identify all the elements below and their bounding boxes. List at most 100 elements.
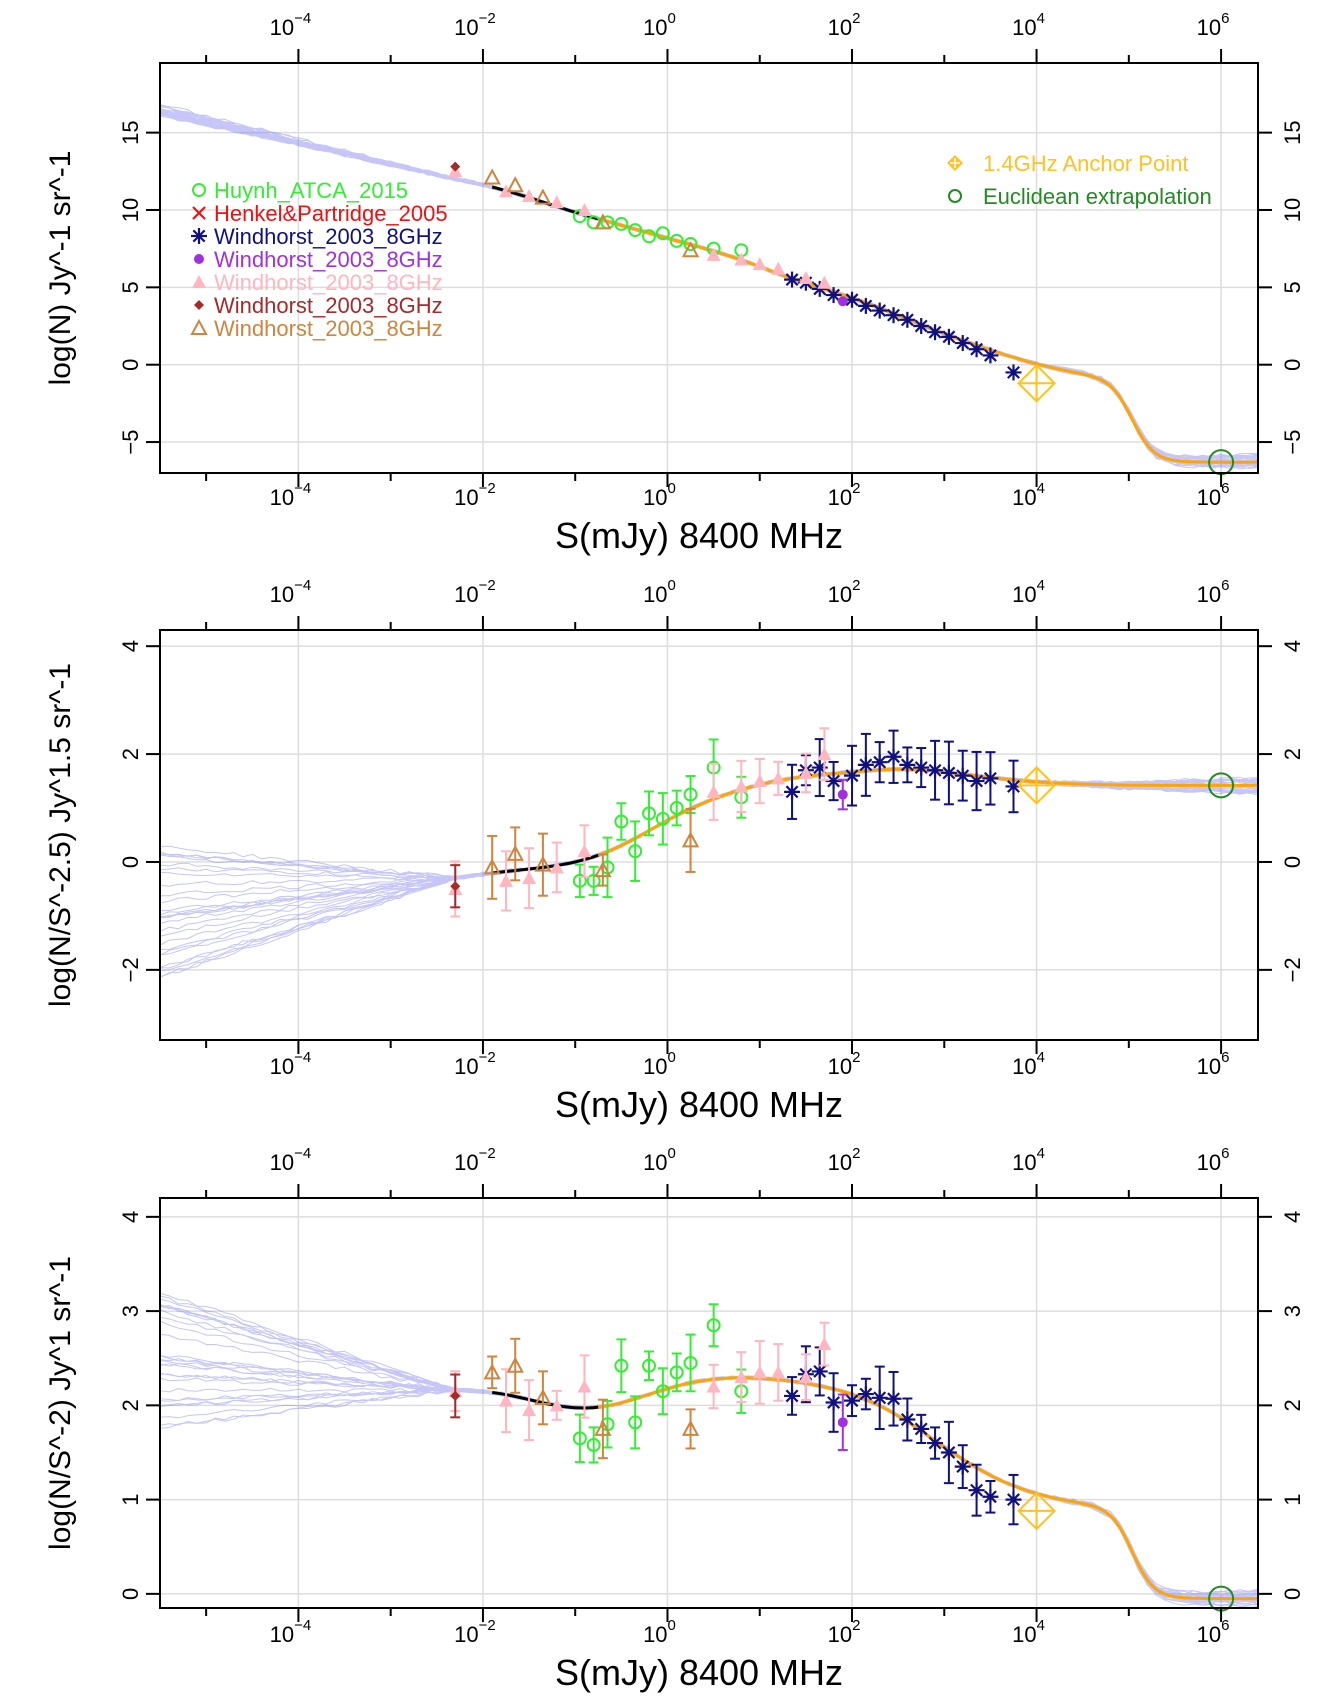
fit-band-line [160, 1375, 1258, 1600]
grid [160, 630, 1258, 1040]
data-point-stroke [859, 1387, 873, 1401]
x-tick-label-top: 100 [643, 1145, 676, 1175]
data-point [825, 1394, 842, 1411]
x-tick-exponent: −4 [294, 577, 311, 594]
data-point [594, 213, 612, 230]
x-tick-base: 10 [828, 1150, 852, 1175]
data-point [655, 811, 670, 826]
x-tick-exponent: 6 [1221, 577, 1229, 594]
data-point [572, 209, 587, 224]
x-tick-exponent: 2 [852, 1049, 860, 1066]
x-tick-label: 106 [1197, 1617, 1230, 1647]
x-tick-label-top: 104 [1012, 1145, 1045, 1175]
data-point [968, 341, 985, 358]
y-tick-label-right: 2 [1280, 748, 1305, 760]
fit-band-line [160, 1295, 1258, 1603]
data-point [549, 195, 564, 209]
data-point [784, 1387, 801, 1404]
fit-band-line [160, 1304, 1258, 1603]
legend-marker-stroke [192, 229, 206, 243]
data-point-stroke [785, 785, 799, 799]
x-tick-exponent: −2 [479, 577, 496, 594]
series-Windhorst_2003_8GHz_brown [450, 864, 461, 909]
data-point [899, 311, 916, 328]
data-point [586, 873, 601, 888]
x-tick-base: 10 [454, 1622, 478, 1647]
data-point [450, 161, 461, 172]
data-point [628, 223, 643, 238]
x-tick-label: 10−2 [454, 480, 496, 510]
data-point [483, 168, 501, 185]
data-point [1005, 364, 1022, 381]
x-tick-label-top: 104 [1012, 577, 1045, 607]
fit-band-line [160, 1292, 1258, 1597]
y-tick-label: 1 [118, 1493, 143, 1505]
data-point [798, 765, 813, 779]
x-tick-base: 10 [270, 485, 294, 510]
legend-marker [948, 189, 962, 203]
x-tick-base: 10 [828, 485, 852, 510]
y-tick-label: 2 [118, 748, 143, 760]
data-point-stroke [914, 761, 928, 775]
data-point-stroke [970, 1483, 984, 1497]
data-point [483, 1363, 501, 1380]
y-tick-label: 0 [118, 1588, 143, 1600]
data-point-stroke [983, 771, 997, 785]
x-ticks [205, 49, 1223, 487]
y-tick-label-right: 5 [1280, 281, 1305, 293]
x-tick-base: 10 [1197, 485, 1221, 510]
data-point [669, 801, 684, 816]
y-tick-label-right: 0 [1280, 359, 1305, 371]
legend-label: Euclidean extrapolation [983, 184, 1212, 209]
legend-label: Windhorst_2003_8GHz [214, 316, 443, 341]
series-Huynh_ATCA_2015 [572, 209, 749, 258]
x-tick-exponent: 2 [852, 480, 860, 497]
grid [160, 63, 1258, 473]
data-point [954, 767, 971, 784]
x-tick-label-top: 100 [643, 10, 676, 40]
data-point [940, 1444, 957, 1461]
legend-marker [191, 228, 207, 244]
data-point-stroke [928, 325, 942, 339]
legend-label: Windhorst_2003_8GHz [214, 224, 443, 249]
data-point-stroke [785, 1389, 799, 1403]
data-point [669, 1365, 684, 1380]
data-point [506, 176, 524, 193]
x-tick-exponent: −4 [294, 480, 311, 497]
data-point [899, 1411, 916, 1428]
fit-band-line [160, 1375, 1258, 1601]
series-Windhorst_2003_8GHz_tri [483, 1337, 700, 1460]
data-point [982, 770, 999, 787]
data-point [784, 783, 801, 800]
x-tick-label-top: 10−2 [454, 577, 496, 607]
data-point-stroke [1007, 1493, 1020, 1507]
x-tick-base: 10 [270, 1622, 294, 1647]
x-tick-base: 10 [643, 1054, 667, 1079]
data-point-stroke [873, 1391, 887, 1405]
plot-frame [159, 629, 1259, 1041]
fit-band-line [160, 767, 1258, 925]
fit-band-line [160, 1358, 1258, 1596]
legend-marker [192, 275, 206, 288]
data-point [683, 237, 698, 252]
x-tick-base: 10 [643, 1150, 667, 1175]
x-tick-base: 10 [270, 582, 294, 607]
x-tick-label-top: 104 [1012, 10, 1045, 40]
data-point [572, 873, 587, 888]
x-tick-exponent: −2 [479, 1145, 496, 1162]
data-point [450, 881, 461, 892]
y-tick-label-right: 0 [1280, 856, 1305, 868]
panel-middle: 10−410−410−210−2100100102102104104106106… [44, 577, 1305, 1125]
data-point [499, 184, 514, 198]
x-tick-label: 102 [828, 1049, 861, 1079]
fit-band-line [160, 1375, 1258, 1607]
x-tick-exponent: −2 [479, 1617, 496, 1634]
x-tick-base: 10 [643, 1622, 667, 1647]
data-point [940, 764, 957, 781]
x-tick-label-top: 102 [828, 10, 861, 40]
x-tick-base: 10 [643, 15, 667, 40]
series-Windhorst_2003_8GHz_tri [483, 807, 700, 900]
data-point-stroke [928, 1436, 942, 1450]
data-point [885, 1390, 902, 1407]
